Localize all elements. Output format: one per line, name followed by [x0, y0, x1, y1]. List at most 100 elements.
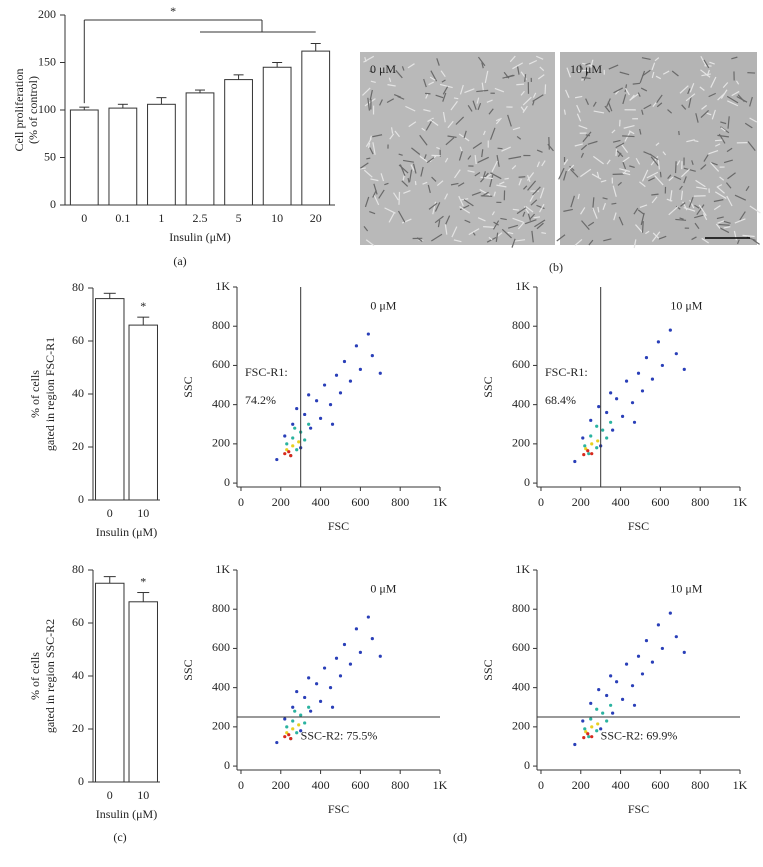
cell-texture [637, 92, 641, 97]
cell-texture [512, 126, 521, 131]
y-tick-label: 600 [512, 640, 530, 654]
cell-texture [717, 184, 723, 188]
cell-texture [522, 105, 528, 113]
y-tick-label: 1K [515, 562, 530, 576]
cell-texture [435, 94, 444, 99]
cell-texture [529, 213, 535, 220]
y-tick-label: 0 [224, 475, 230, 489]
cell-texture [489, 174, 494, 188]
cell-texture [688, 196, 694, 208]
x-tick-label: 1K [433, 495, 448, 509]
cell-texture [613, 87, 624, 94]
x-tick-label: 0 [107, 506, 113, 520]
point [611, 711, 615, 715]
point [370, 354, 374, 358]
point [315, 682, 319, 686]
point [650, 660, 655, 664]
cell-texture [700, 55, 707, 66]
image-label: 10 μM [570, 62, 602, 76]
point [293, 709, 297, 713]
point [291, 422, 295, 426]
cell-texture [726, 195, 733, 207]
cell-texture [493, 191, 496, 197]
micrograph [560, 52, 757, 245]
cell-texture [574, 239, 583, 246]
cell-texture [445, 215, 451, 225]
cell-texture [656, 94, 663, 104]
point [599, 727, 603, 731]
point [283, 735, 287, 739]
x-axis-label: FSC [328, 519, 349, 533]
point [587, 452, 591, 456]
cell-texture [479, 188, 491, 196]
cell-texture [579, 64, 584, 70]
point [275, 457, 279, 462]
cell-texture [447, 120, 454, 129]
cell-texture [719, 227, 730, 234]
y-axis-label: SSC [181, 659, 195, 680]
cell-texture [535, 55, 544, 60]
gate-label: FSC-R1: [545, 365, 588, 379]
cell-texture [583, 71, 589, 81]
panel-label: (d) [453, 830, 467, 844]
gate-label: SSC-R2: 69.9% [601, 728, 678, 742]
x-tick-label: 0 [107, 788, 113, 802]
x-tick-label: 0 [538, 495, 544, 509]
y-tick-label: 200 [212, 719, 230, 733]
cell-texture [722, 82, 729, 89]
cell-texture [577, 193, 580, 200]
cell-texture [419, 134, 428, 146]
point [318, 699, 323, 703]
cell-texture [680, 202, 686, 207]
cell-texture [482, 130, 486, 136]
y-tick-label: 200 [512, 719, 530, 733]
cell-texture [578, 124, 588, 130]
cell-texture [518, 176, 526, 178]
cell-texture [667, 174, 672, 180]
cell-texture [481, 149, 484, 158]
point [275, 740, 279, 745]
cell-texture [708, 92, 716, 98]
cell-texture [681, 104, 687, 110]
cell-texture [635, 157, 641, 165]
cell-texture [496, 184, 507, 188]
cell-texture [648, 177, 656, 182]
point [303, 695, 307, 700]
cell-texture [687, 88, 691, 95]
y-tick-label: 80 [72, 562, 84, 576]
cell-texture [744, 122, 753, 129]
cell-texture [683, 167, 696, 172]
cell-texture [567, 164, 575, 172]
x-tick-label: 200 [272, 778, 290, 792]
cell-texture [622, 172, 631, 176]
cell-texture [489, 127, 496, 140]
y-tick-label: 0 [224, 758, 230, 772]
point [309, 709, 313, 713]
cell-texture [639, 204, 648, 208]
cell-texture [514, 239, 526, 242]
cell-texture [596, 171, 600, 178]
bar [262, 66, 292, 206]
cell-texture [585, 98, 590, 106]
cell-texture [477, 156, 489, 164]
cell-texture [405, 105, 416, 112]
cell-texture [565, 89, 570, 98]
cell-texture [603, 238, 612, 242]
cell-texture [474, 154, 477, 165]
cell-texture [725, 182, 732, 189]
cell-texture [423, 78, 427, 88]
cell-texture [488, 108, 494, 115]
annotation: 10 μM [670, 298, 702, 312]
point [342, 642, 347, 647]
cell-texture [537, 74, 545, 80]
point [348, 379, 353, 383]
x-tick-label: 1K [433, 778, 448, 792]
cell-texture [569, 165, 575, 171]
cell-texture [367, 97, 371, 111]
cell-texture [617, 181, 622, 186]
cell-texture [491, 160, 498, 173]
point [291, 436, 295, 440]
point [330, 705, 335, 709]
cell-texture [451, 226, 458, 238]
